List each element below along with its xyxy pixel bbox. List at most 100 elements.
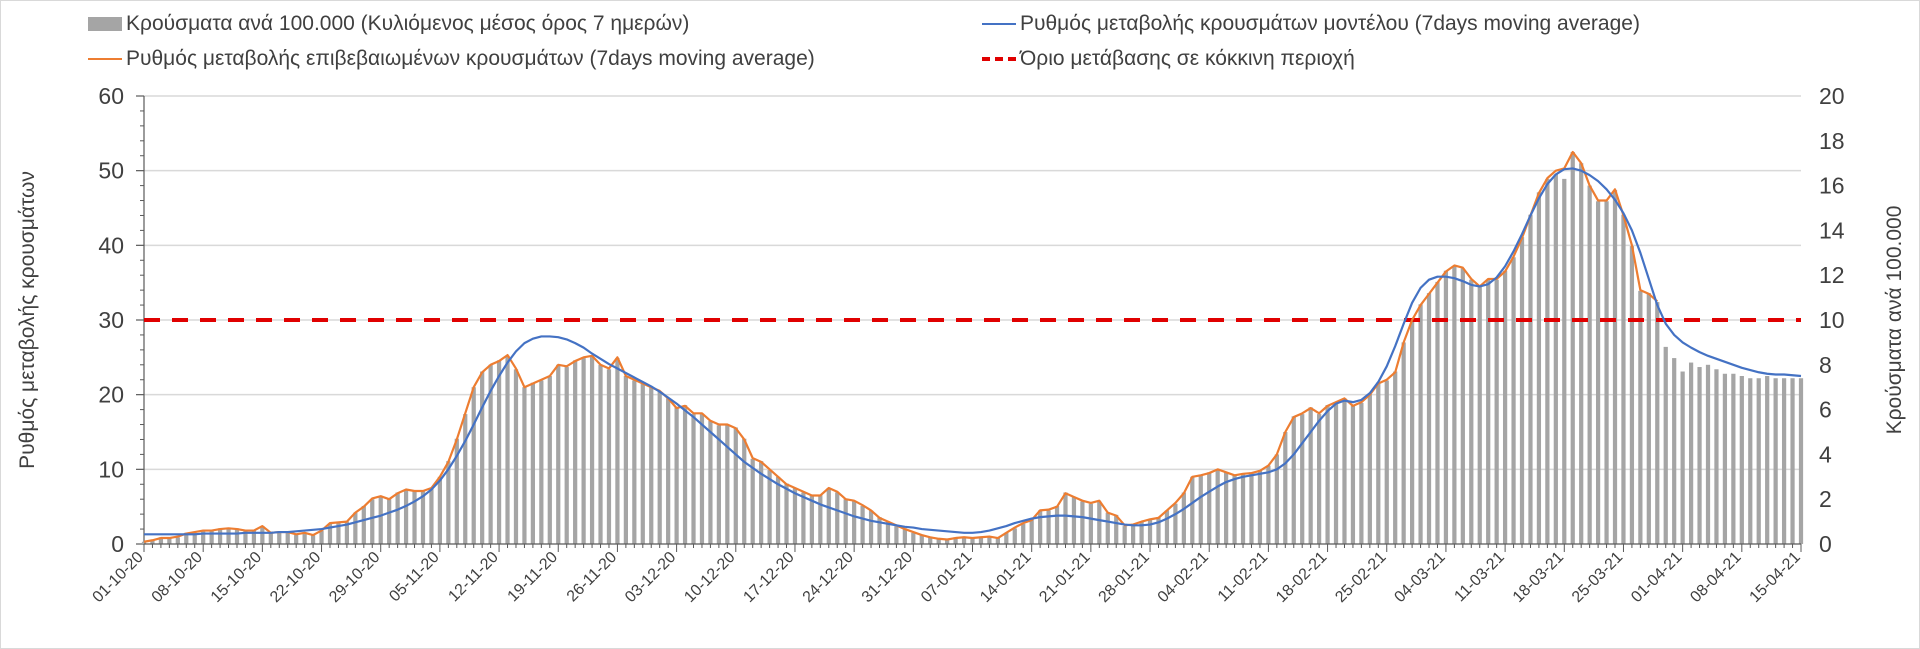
y-left-tick-label: 0 [111, 531, 124, 557]
model-rate-line [144, 167, 1802, 536]
bar [1621, 214, 1626, 544]
x-tick-label: 11-03-21 [1451, 549, 1508, 606]
bar [1545, 178, 1550, 544]
bar [192, 532, 197, 544]
bar [1672, 358, 1677, 544]
x-tick-label: 12-11-20 [445, 549, 502, 606]
bar [1283, 432, 1288, 544]
y-right-tick-label: 12 [1819, 262, 1845, 288]
bar [505, 355, 510, 544]
bar [1452, 266, 1457, 544]
bar [167, 537, 172, 544]
bar [1291, 416, 1296, 544]
bar [1409, 320, 1415, 544]
x-tick-label: 19-11-20 [505, 549, 562, 606]
bar [1460, 268, 1465, 544]
bar [792, 488, 798, 544]
legend-model-swatch [982, 23, 1016, 25]
y-right-tick-label: 10 [1819, 307, 1845, 333]
bar [945, 539, 950, 544]
bar [1131, 523, 1136, 544]
legend-bars: Κρούσματα ανά 100.000 (Κυλιόμενος μέσος … [88, 12, 689, 36]
bar [387, 499, 392, 544]
bar [1511, 257, 1516, 544]
x-tick-label: 01-10-20 [90, 549, 147, 606]
legend-threshold: Όριο μετάβασης σε κόκκινη περιοχή [982, 47, 1355, 71]
bar [1012, 528, 1017, 544]
bar [1054, 505, 1060, 544]
bar [1697, 367, 1702, 544]
bar [378, 496, 383, 544]
bar [902, 528, 907, 544]
bar [1215, 470, 1220, 544]
bar [868, 510, 874, 544]
y-left-tick-label: 50 [98, 158, 124, 184]
bar [1705, 364, 1711, 544]
bar [1731, 373, 1736, 544]
bar [1773, 378, 1778, 544]
bar [775, 476, 781, 544]
bar [1333, 402, 1339, 544]
bar [184, 532, 189, 544]
bar [522, 387, 527, 544]
x-tick-label: 31-12-20 [859, 549, 916, 606]
bar [150, 539, 155, 544]
legend-confirmed: Ρυθμός μεταβολής επιβεβαιωμένων κρουσμάτ… [88, 47, 815, 71]
bar [1325, 405, 1330, 544]
bar [395, 492, 400, 544]
bar [564, 367, 569, 544]
bar [1680, 371, 1685, 544]
bar [344, 521, 350, 544]
bar [1579, 163, 1584, 544]
x-tick-label: 25-02-21 [1332, 549, 1389, 606]
x-tick-label: 29-10-20 [326, 549, 383, 606]
x-tick-label: 07-01-21 [918, 549, 975, 606]
bar [1401, 342, 1406, 544]
bar [1604, 201, 1609, 544]
bar [446, 461, 451, 544]
bar [1317, 414, 1322, 544]
x-tick-label: 22-10-20 [267, 549, 324, 606]
y-right-tick-label: 2 [1819, 486, 1832, 512]
bar [1765, 376, 1770, 544]
bar [1638, 290, 1643, 544]
bar [1376, 382, 1381, 544]
legend-threshold-label: Όριο μετάβασης σε κόκκινη περιοχή [1020, 47, 1355, 70]
bar [708, 420, 713, 544]
bar [1190, 476, 1195, 544]
bar [496, 360, 502, 544]
bar [294, 535, 299, 544]
bar [657, 391, 662, 544]
bar [1249, 472, 1254, 544]
bar [1553, 174, 1558, 544]
bar [1595, 201, 1601, 544]
bar [463, 414, 468, 544]
legend-model: Ρυθμός μεταβολής κρουσμάτων μοντέλου (7d… [982, 12, 1640, 36]
x-tick-label: 24-12-20 [800, 549, 857, 606]
bar [843, 499, 848, 544]
y-left-tick-label: 30 [98, 307, 124, 333]
bar [911, 532, 916, 544]
x-tick-label: 25-03-21 [1569, 549, 1626, 606]
y-right-tick-label: 20 [1819, 83, 1845, 109]
bar [158, 537, 164, 544]
bar [953, 537, 958, 544]
bar [361, 505, 366, 544]
bar [1029, 519, 1034, 544]
x-tick-label: 08-10-20 [149, 549, 206, 606]
bar [243, 530, 248, 544]
x-tick-label: 03-12-20 [622, 549, 679, 606]
bar [733, 427, 738, 544]
bar [302, 532, 307, 544]
bar [1739, 376, 1744, 544]
bar [1722, 373, 1728, 544]
bar [987, 537, 992, 544]
bar [699, 414, 705, 544]
bar [437, 476, 443, 544]
bar [1629, 246, 1635, 544]
bar [1240, 474, 1246, 544]
bar [1612, 190, 1618, 544]
bar [598, 364, 603, 544]
bar [513, 369, 519, 544]
bar [1105, 512, 1110, 544]
